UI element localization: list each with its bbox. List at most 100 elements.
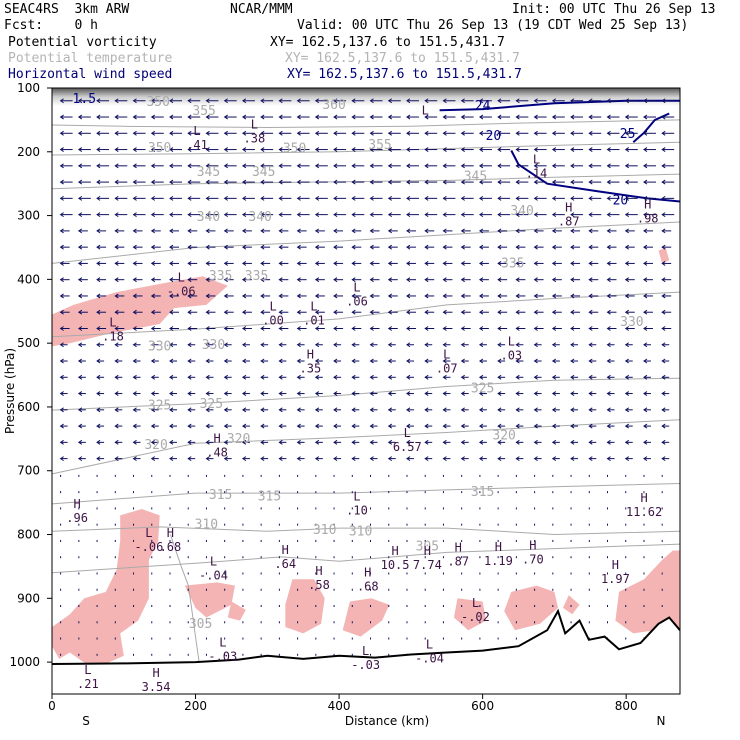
pv-extremum-kind: L xyxy=(426,638,433,652)
wind-vector-head xyxy=(369,114,374,120)
model-title: SEAC4RS 3km ARW xyxy=(4,2,130,17)
wind-vector-head xyxy=(497,195,502,201)
wind-vector-head xyxy=(150,358,156,364)
wind-vector-head xyxy=(150,293,156,299)
wind-vector-head xyxy=(96,244,101,250)
wind-vector-head xyxy=(278,293,283,299)
wind-vector-head xyxy=(351,342,356,348)
pv-extremum-value: -.04 xyxy=(199,569,228,583)
theta-label: 335 xyxy=(501,256,524,271)
wind-vector-head xyxy=(314,114,320,120)
wind-vector-head xyxy=(515,147,520,152)
wind-vector-head xyxy=(278,130,283,136)
wind-vector-head xyxy=(478,98,484,104)
wind-label: 20 xyxy=(613,193,629,208)
wind-vector-head xyxy=(570,163,575,169)
wind-vector-head xyxy=(406,358,411,364)
wind-vector-head xyxy=(351,244,356,250)
wind-vector-head xyxy=(242,114,247,120)
wind-vector-head xyxy=(351,147,356,152)
wind-vector-head xyxy=(424,244,429,250)
wind-vector-head xyxy=(260,261,265,266)
wind-vector-head xyxy=(460,195,465,201)
wind-vector-head xyxy=(643,423,648,429)
wind-vector-head xyxy=(478,309,484,315)
wind-vector-head xyxy=(296,147,301,152)
wind-vector-head xyxy=(132,407,137,413)
wind-vector-head xyxy=(478,342,484,348)
wind-vector-head xyxy=(260,114,265,120)
wind-vector-head xyxy=(187,407,192,413)
pv-extremum-kind: L xyxy=(84,663,91,677)
wind-vector-head xyxy=(588,293,593,299)
wind-vector-head xyxy=(442,130,447,136)
wind-vector-head xyxy=(497,130,502,136)
wind-vector-head xyxy=(460,163,465,169)
wind-vector-head xyxy=(132,277,137,283)
field-theta-name: Potential temperature xyxy=(8,51,173,66)
wind-vector-head xyxy=(205,130,210,136)
wind-vector-head xyxy=(460,179,465,185)
pv-extremum-value: 1.97 xyxy=(601,572,630,586)
wind-vector-head xyxy=(314,456,320,462)
wind-vector-head xyxy=(369,326,374,331)
wind-vector-head xyxy=(424,374,429,380)
wind-vector-head xyxy=(59,147,64,152)
theta-label: 335 xyxy=(209,269,232,284)
wind-vector-head xyxy=(77,309,83,315)
wind-vector-head xyxy=(369,147,374,152)
wind-vector-head xyxy=(296,163,301,169)
wind-vector-head xyxy=(533,261,538,266)
pv-extremum-kind: L xyxy=(145,526,152,540)
wind-vector-head xyxy=(497,179,502,185)
pv-extremum-value: .70 xyxy=(522,553,544,567)
wind-vector-head xyxy=(333,130,338,136)
wind-vector-head xyxy=(278,244,283,250)
wind-vector-head xyxy=(442,342,447,348)
wind-vector-head xyxy=(643,407,648,413)
wind-vector-head xyxy=(424,130,429,136)
x-tick-label: 400 xyxy=(328,699,351,713)
wind-vector-head xyxy=(114,114,119,120)
wind-vector-head xyxy=(150,407,156,413)
wind-vector-head xyxy=(387,147,393,152)
wind-vector-head xyxy=(570,358,575,364)
wind-vector-head xyxy=(187,456,192,462)
wind-vector-head xyxy=(77,147,83,152)
wind-vector-head xyxy=(96,391,101,396)
wind-vector-head xyxy=(570,391,575,396)
wind-vector-head xyxy=(96,342,101,348)
wind-vector-head xyxy=(169,374,174,380)
wind-vector-head xyxy=(278,342,283,348)
wind-vector-head xyxy=(114,374,119,380)
wind-vector-head xyxy=(223,326,228,331)
wind-vector-head xyxy=(406,98,411,104)
wind-vector-head xyxy=(478,261,484,266)
wind-vector-head xyxy=(242,179,247,185)
wind-vector-head xyxy=(77,228,83,234)
wind-vector-head xyxy=(314,195,320,201)
wind-vector-head xyxy=(460,293,465,299)
wind-vector-head xyxy=(497,277,502,283)
theta-label: 310 xyxy=(313,523,336,538)
wind-vector-head xyxy=(150,423,156,429)
wind-vector-head xyxy=(478,228,484,234)
wind-vector-head xyxy=(77,342,83,348)
wind-vector-head xyxy=(333,439,338,445)
wind-vector-head xyxy=(551,293,557,299)
wind-vector-head xyxy=(643,358,648,364)
wind-vector-head xyxy=(515,456,520,462)
wind-vector-head xyxy=(278,179,283,185)
wind-vector-head xyxy=(442,277,447,283)
wind-vector-head xyxy=(96,358,101,364)
wind-vector-head xyxy=(333,98,338,104)
wind-vector-head xyxy=(205,228,210,234)
theta-label: 315 xyxy=(471,485,494,500)
wind-vector-head xyxy=(424,277,429,283)
wind-vector-head xyxy=(606,244,611,250)
wind-vector-head xyxy=(114,439,119,445)
terrain-layer xyxy=(52,608,680,694)
pv-extremum-value: .35 xyxy=(300,361,322,375)
pv-shade-region xyxy=(504,585,558,631)
wind-vector-head xyxy=(150,244,156,250)
